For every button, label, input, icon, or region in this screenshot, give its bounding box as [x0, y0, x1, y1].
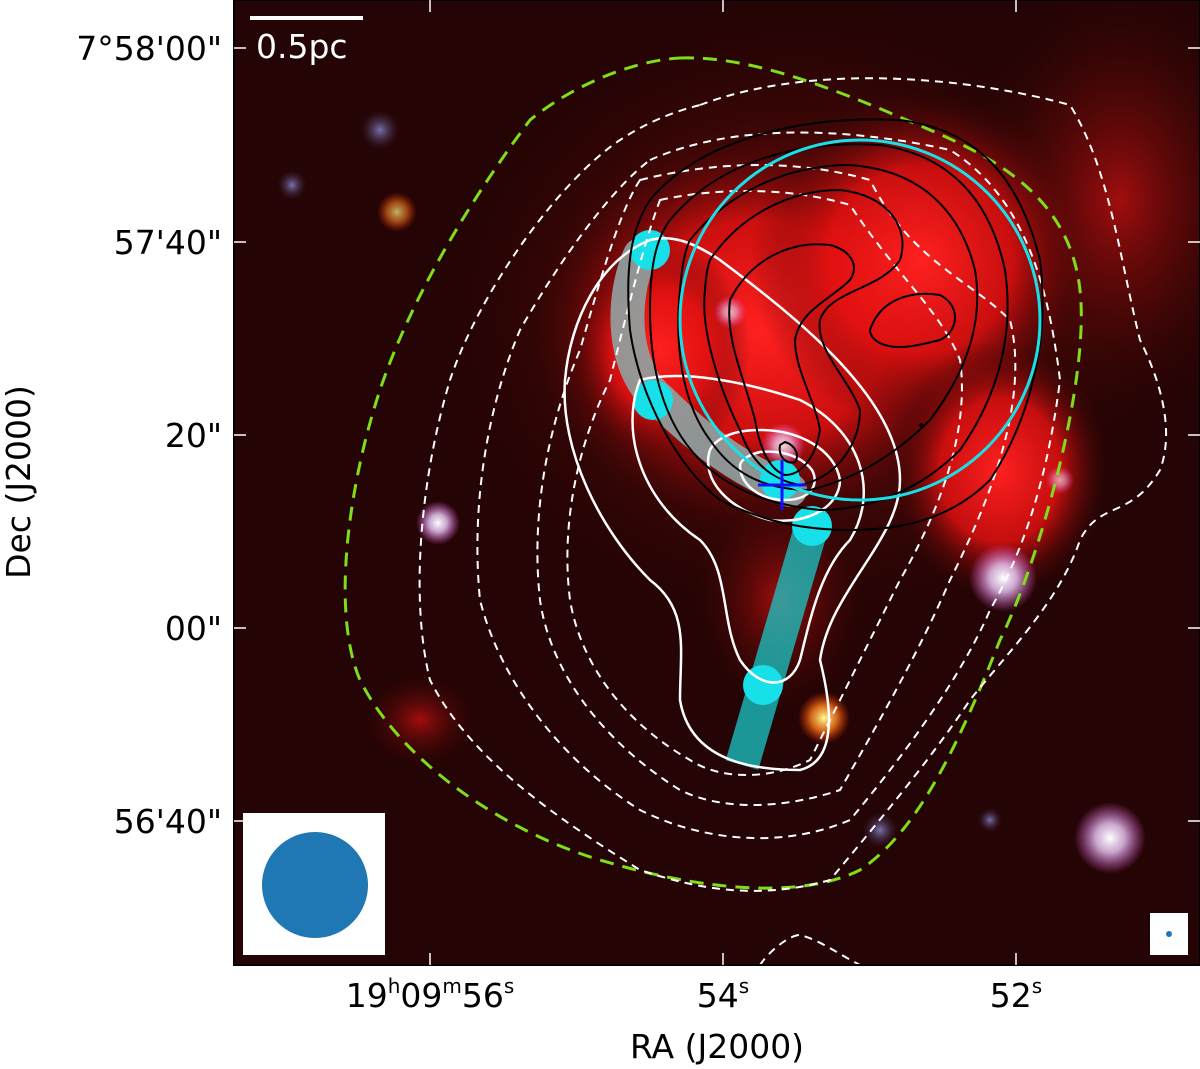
scale-bar-label: 0.5pc — [256, 27, 348, 66]
star — [978, 808, 1002, 832]
y-tick-label: 7°58'00" — [76, 29, 222, 68]
x-tick-label-1: 54s — [697, 974, 749, 1015]
star — [277, 170, 307, 200]
beam-ellipse — [262, 832, 368, 938]
x-axis-title: RA (J2000) — [630, 1027, 804, 1066]
y-tick-label: 00" — [165, 609, 222, 648]
x-tick-labels: 19h09m56s 54s 52s — [346, 974, 1043, 1015]
x-tick-label-2: 52s — [990, 974, 1042, 1015]
y-tick-label: 20" — [165, 416, 222, 455]
star — [862, 812, 898, 848]
y-axis-title: Dec (J2000) — [0, 385, 38, 579]
green-dashed-contour — [343, 56, 1083, 890]
star — [360, 110, 400, 150]
y-tick-label: 57'40" — [114, 223, 222, 262]
clump-marker — [792, 506, 832, 546]
tick-marks — [234, 0, 1200, 965]
x-tick-label-0: 19h09m56s — [346, 974, 515, 1015]
star — [377, 192, 417, 232]
black-contours — [627, 118, 1044, 532]
clump-marker — [630, 230, 670, 270]
sky-image: 0.5pc — [234, 0, 1200, 965]
star — [1046, 466, 1074, 494]
white-dashed-contours — [418, 77, 1168, 965]
filament-lower — [725, 520, 829, 770]
star — [798, 692, 850, 744]
y-tick-labels: 7°58'00" 57'40" 20" 00" 56'40" — [76, 29, 222, 841]
cyan-circle-region — [678, 138, 1042, 502]
source-cross-marker — [758, 460, 806, 510]
star — [416, 501, 460, 545]
clump-marker — [633, 380, 673, 420]
y-tick-label: 56'40" — [114, 802, 222, 841]
star — [1074, 802, 1146, 874]
beam-ellipse-small — [1166, 931, 1172, 937]
axes-frame — [233, 0, 1200, 966]
